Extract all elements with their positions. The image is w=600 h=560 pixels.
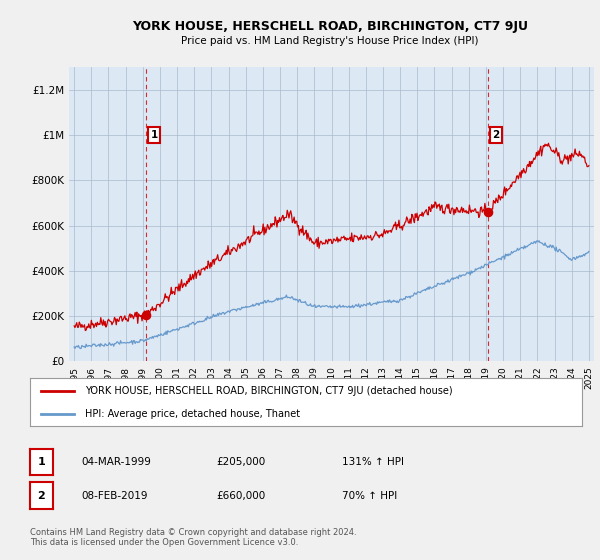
Point bbox=[141, 310, 151, 319]
Text: 04-MAR-1999: 04-MAR-1999 bbox=[81, 457, 151, 467]
Text: 2: 2 bbox=[493, 130, 500, 140]
Text: £660,000: £660,000 bbox=[216, 491, 265, 501]
Text: YORK HOUSE, HERSCHELL ROAD, BIRCHINGTON, CT7 9JU (detached house): YORK HOUSE, HERSCHELL ROAD, BIRCHINGTON,… bbox=[85, 386, 453, 396]
Text: 1: 1 bbox=[151, 130, 158, 140]
Point bbox=[483, 207, 493, 216]
Text: Price paid vs. HM Land Registry's House Price Index (HPI): Price paid vs. HM Land Registry's House … bbox=[181, 36, 479, 46]
Text: 08-FEB-2019: 08-FEB-2019 bbox=[81, 491, 148, 501]
Text: HPI: Average price, detached house, Thanet: HPI: Average price, detached house, Than… bbox=[85, 409, 301, 419]
Text: YORK HOUSE, HERSCHELL ROAD, BIRCHINGTON, CT7 9JU: YORK HOUSE, HERSCHELL ROAD, BIRCHINGTON,… bbox=[132, 20, 528, 32]
Text: 70% ↑ HPI: 70% ↑ HPI bbox=[342, 491, 397, 501]
Text: Contains HM Land Registry data © Crown copyright and database right 2024.
This d: Contains HM Land Registry data © Crown c… bbox=[30, 528, 356, 547]
Text: 1: 1 bbox=[38, 457, 45, 467]
Text: 131% ↑ HPI: 131% ↑ HPI bbox=[342, 457, 404, 467]
Text: £205,000: £205,000 bbox=[216, 457, 265, 467]
Text: 2: 2 bbox=[38, 491, 45, 501]
